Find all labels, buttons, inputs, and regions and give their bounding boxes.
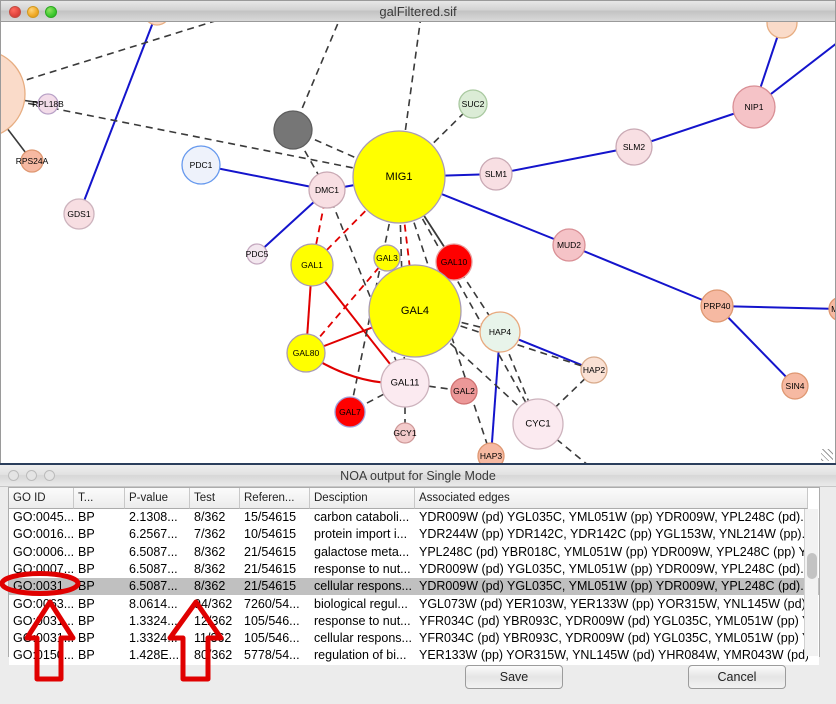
svg-text:NIP1: NIP1 — [745, 102, 764, 112]
svg-text:SUC2: SUC2 — [462, 99, 485, 109]
svg-text:MIG1: MIG1 — [386, 171, 413, 183]
svg-text:GAL11: GAL11 — [391, 378, 420, 389]
svg-text:HAP2: HAP2 — [583, 365, 605, 375]
svg-text:RPS24A: RPS24A — [16, 156, 49, 166]
svg-text:GAL2: GAL2 — [453, 386, 475, 396]
svg-text:MSI1: MSI1 — [831, 304, 835, 314]
svg-text:GAL80: GAL80 — [293, 348, 320, 358]
svg-text:PRP40: PRP40 — [704, 301, 731, 311]
svg-text:PDC1: PDC1 — [190, 160, 213, 170]
svg-text:SLM2: SLM2 — [623, 142, 645, 152]
svg-text:GAL10: GAL10 — [441, 257, 468, 267]
svg-text:GAL1: GAL1 — [301, 260, 323, 270]
svg-text:HAP3: HAP3 — [480, 451, 502, 461]
svg-text:GDS1: GDS1 — [67, 209, 90, 219]
svg-text:MUD2: MUD2 — [557, 240, 581, 250]
svg-text:DMC1: DMC1 — [315, 185, 339, 195]
svg-text:GCY1: GCY1 — [393, 428, 416, 438]
svg-text:GAL4: GAL4 — [401, 305, 429, 317]
svg-text:PDC5: PDC5 — [246, 249, 269, 259]
svg-text:HAP4: HAP4 — [489, 327, 511, 337]
svg-text:GAL7: GAL7 — [339, 407, 361, 417]
svg-text:SLM1: SLM1 — [485, 169, 507, 179]
svg-text:RPL18B: RPL18B — [32, 99, 64, 109]
svg-text:GAL3: GAL3 — [376, 253, 398, 263]
svg-text:SIN4: SIN4 — [786, 381, 805, 391]
svg-text:CYC1: CYC1 — [525, 419, 550, 430]
